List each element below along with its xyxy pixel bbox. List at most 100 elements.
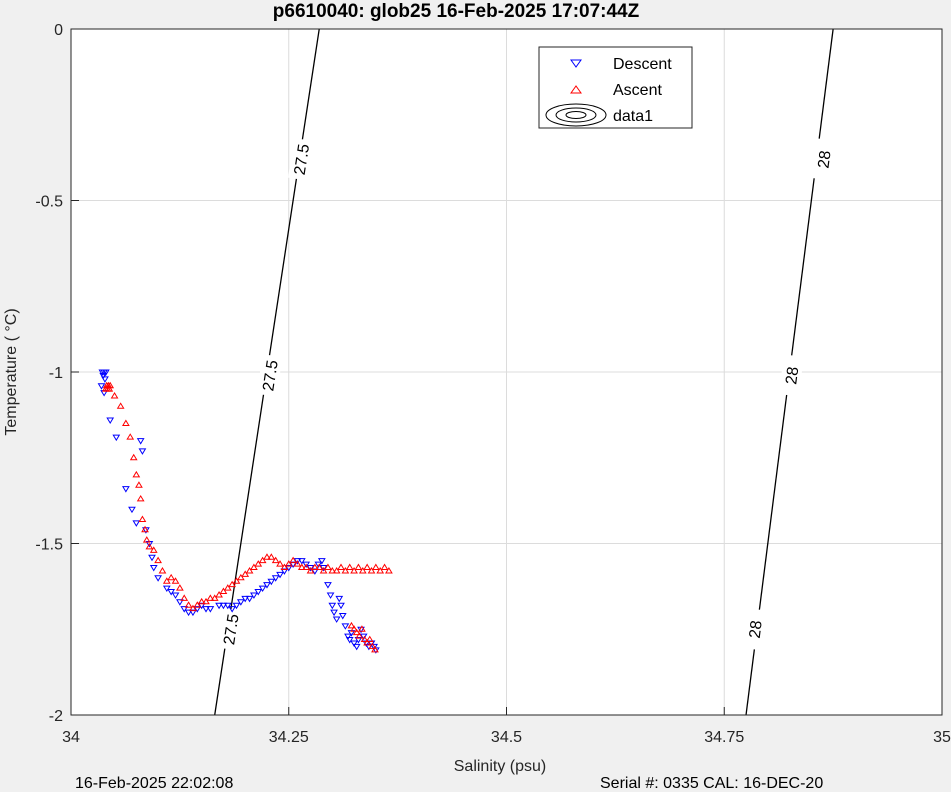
descent-point (267, 578, 276, 586)
ascent-point (365, 635, 374, 643)
ascent-point (105, 385, 114, 392)
descent-point (335, 595, 344, 603)
ascent-point (116, 402, 125, 409)
ascent-point (376, 566, 385, 574)
legend-contour-label: data1 (613, 108, 653, 125)
ascent-point (121, 419, 130, 426)
contour-label-bg (288, 138, 314, 181)
descent-point (314, 561, 323, 569)
descent-point (245, 595, 254, 603)
legend: Descent Ascent data1 (538, 46, 693, 129)
ascent-point (371, 645, 379, 653)
ascent-point (236, 573, 245, 581)
descent-point (289, 561, 297, 569)
descent-point (148, 554, 156, 562)
descent-point (297, 558, 306, 565)
descent-point (232, 602, 241, 610)
descent-point (341, 623, 350, 630)
ascent-point (149, 546, 158, 553)
descent-point (280, 568, 289, 575)
ascent-point (250, 563, 258, 571)
descent-point (324, 582, 332, 589)
y-tick-label: 0 (54, 22, 63, 39)
descent-point (337, 602, 345, 610)
descent-point (354, 637, 363, 644)
ascent-point (354, 563, 363, 571)
ascent-point (206, 594, 215, 601)
ascent-point (202, 597, 210, 605)
descent-point (263, 582, 271, 589)
descent-point (167, 589, 176, 596)
descent-point (149, 565, 158, 572)
descent-point (136, 438, 145, 445)
legend-descent-label: Descent (613, 56, 672, 73)
descent-point (184, 609, 193, 617)
x-tick-label: 35 (933, 729, 951, 746)
descent-point (189, 609, 197, 617)
descent-point (121, 486, 130, 493)
y-tick-label: -2 (49, 708, 63, 725)
ascent-point (368, 642, 377, 649)
contour-label: 28 (747, 619, 766, 639)
descent-point (193, 606, 202, 613)
contour-label: 27.5 (221, 613, 243, 646)
footer-serial: Serial #: 0335 CAL: 16-DEC-20 (600, 775, 823, 792)
ascent-point (129, 453, 138, 461)
descent-point (271, 575, 280, 582)
ascent-point (315, 563, 324, 571)
ascent-point (360, 635, 369, 643)
contour-label-bg (811, 138, 836, 181)
descent-point (254, 589, 263, 596)
ascent-point (267, 553, 276, 560)
legend-ascent-label: Ascent (613, 82, 662, 99)
descent-point (112, 434, 121, 442)
descent-point (132, 520, 141, 527)
ascent-point (136, 494, 145, 502)
x-axis-label: Salinity (psu) (454, 758, 546, 775)
ascent-point (219, 587, 228, 595)
y-tick-label: -1.5 (35, 537, 63, 554)
ascent-point (363, 638, 372, 646)
ascent-point (184, 601, 193, 608)
ascent-point (142, 536, 151, 543)
descent-point (236, 599, 245, 606)
legend-box (538, 46, 693, 129)
ascent-point (171, 577, 180, 584)
ascent-point (180, 594, 189, 601)
ascent-point (289, 556, 297, 564)
legend-ascent-marker (570, 85, 582, 94)
ascent-point (350, 625, 358, 632)
ascent-point (341, 566, 350, 574)
descent-point (101, 369, 110, 376)
ascent-point (189, 604, 197, 612)
ascent-point (158, 566, 167, 574)
descent-point (154, 575, 162, 582)
ascent-point (328, 566, 337, 574)
ascent-point (337, 563, 345, 571)
descent-point (100, 390, 108, 397)
descent-point (162, 585, 171, 593)
descent-point (175, 599, 184, 606)
descent-point (223, 602, 232, 610)
descent-point (345, 637, 354, 644)
descent-point (228, 606, 237, 613)
ascent-point (350, 566, 358, 574)
ascent-point (345, 563, 354, 571)
descent-point (206, 606, 215, 613)
ascent-point (271, 556, 280, 564)
ascent-point (306, 566, 315, 574)
contour-label: 28 (815, 150, 834, 170)
ascent-point (126, 433, 135, 440)
ascent-point (367, 566, 376, 574)
ascent-point (132, 470, 141, 478)
ascent-point (228, 580, 237, 588)
ascent-point (245, 566, 254, 574)
ascent-point (193, 601, 202, 608)
descent-point (332, 616, 341, 623)
descent-point (180, 606, 189, 613)
x-tick-label: 34.25 (269, 729, 309, 746)
descent-point (302, 561, 311, 569)
ascent-point (319, 566, 328, 574)
descent-point (359, 633, 368, 641)
